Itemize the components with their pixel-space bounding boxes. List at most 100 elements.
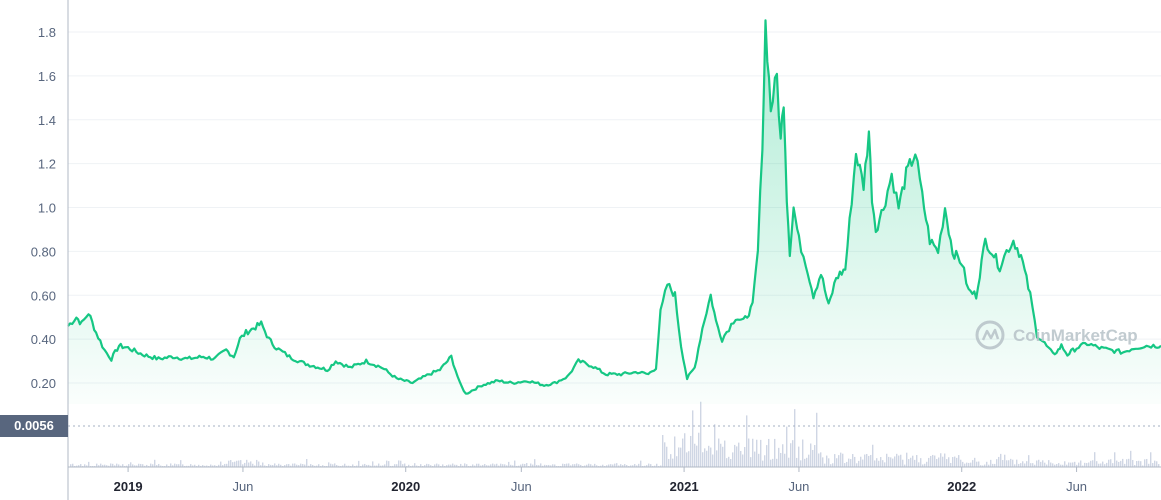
volume-bar: [1098, 463, 1100, 467]
volume-bar: [1056, 464, 1058, 467]
volume-bar: [640, 460, 642, 467]
volume-bar: [308, 465, 310, 467]
volume-bar: [146, 464, 148, 467]
volume-bar: [1134, 465, 1136, 467]
volume-bar: [766, 445, 768, 467]
volume-bar: [170, 463, 172, 467]
volume-bar: [274, 463, 276, 467]
volume-bar: [774, 438, 776, 467]
volume-bar: [944, 453, 946, 467]
volume-bar: [612, 464, 614, 467]
volume-bar: [484, 464, 486, 467]
volume-bar: [668, 458, 670, 467]
volume-bar: [1090, 460, 1092, 467]
volume-bar: [892, 458, 894, 467]
volume-bar: [474, 465, 476, 467]
y-tick-label: 1.4: [38, 113, 56, 128]
volume-bar: [520, 464, 522, 467]
volume-bar: [178, 464, 180, 467]
volume-bar: [524, 463, 526, 467]
volume-bar: [1024, 463, 1026, 467]
volume-bar: [180, 460, 182, 467]
volume-bar: [1012, 459, 1014, 467]
volume-bar: [742, 454, 744, 467]
volume-bar: [1142, 465, 1144, 467]
volume-bar: [608, 464, 610, 467]
volume-bar: [394, 464, 396, 467]
volume-bar: [962, 461, 964, 467]
volume-bar: [258, 461, 260, 467]
volume-bar: [150, 463, 152, 467]
volume-bar: [288, 464, 290, 467]
volume-bar: [650, 464, 652, 467]
volume-bar: [1082, 465, 1084, 467]
volume-bar: [330, 463, 332, 467]
volume-bar: [416, 465, 418, 467]
volume-bar: [572, 464, 574, 467]
volume-bar: [104, 464, 106, 467]
volume-bar: [116, 463, 118, 467]
volume-bar: [128, 464, 130, 467]
volume-bar: [738, 442, 740, 467]
volume-bar: [1046, 464, 1048, 467]
volume-bar: [1136, 460, 1138, 467]
volume-bar: [1044, 462, 1046, 467]
volume-bar: [332, 464, 334, 467]
volume-bar: [452, 463, 454, 467]
volume-bar: [236, 460, 238, 467]
volume-bar: [570, 465, 572, 467]
volume-bar: [1020, 463, 1022, 467]
volume-bar: [420, 464, 422, 467]
volume-bar: [214, 465, 216, 467]
volume-bar: [152, 464, 154, 467]
volume-bar: [684, 433, 686, 467]
volume-bar: [70, 464, 72, 467]
volume-bar: [812, 449, 814, 467]
volume-bar: [720, 443, 722, 467]
volume-bar: [512, 465, 514, 467]
volume-bar: [910, 457, 912, 467]
volume-bar: [510, 464, 512, 467]
volume-bar: [666, 446, 668, 467]
volume-bar: [1072, 462, 1074, 467]
volume-bar: [100, 463, 102, 467]
volume-bar: [250, 461, 252, 467]
volume-bar: [78, 465, 80, 467]
volume-bar: [202, 465, 204, 467]
volume-bar: [252, 463, 254, 467]
volume-bar: [1116, 460, 1118, 467]
volume-bar: [172, 465, 174, 467]
volume-bar: [1106, 462, 1108, 467]
volume-bar: [844, 463, 846, 467]
volume-bar: [726, 458, 728, 467]
volume-bar: [550, 465, 552, 467]
volume-bar: [616, 463, 618, 467]
volume-bar: [1048, 460, 1050, 467]
volume-bar: [270, 464, 272, 467]
volume-bar: [874, 460, 876, 467]
volume-bar: [76, 465, 78, 467]
volume-bar: [912, 455, 914, 467]
volume-bar: [540, 463, 542, 467]
volume-bar: [366, 464, 368, 467]
volume-bar: [574, 464, 576, 467]
volume-bar: [752, 438, 754, 467]
volume-bar: [700, 401, 702, 467]
volume-bar: [536, 464, 538, 467]
volume-bar: [1028, 455, 1030, 467]
volume-bar: [314, 465, 316, 467]
volume-bar: [758, 453, 760, 467]
volume-bar: [542, 465, 544, 467]
volume-bar: [1078, 462, 1080, 467]
volume-bar: [264, 465, 266, 467]
volume-bar: [516, 465, 518, 467]
volume-bar: [916, 455, 918, 467]
volume-bar: [846, 461, 848, 467]
volume-bar: [902, 459, 904, 467]
volume-bar: [672, 458, 674, 467]
volume-bar: [1032, 463, 1034, 467]
volume-bar: [356, 465, 358, 467]
volume-bar: [338, 465, 340, 467]
volume-bar: [924, 463, 926, 467]
volume-bar: [380, 465, 382, 467]
